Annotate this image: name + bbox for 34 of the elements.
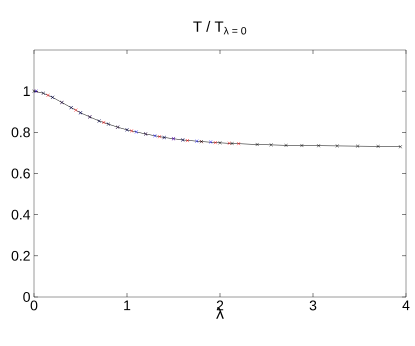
point [356,144,360,148]
y-tick-label: 0 [23,292,30,302]
point [102,120,106,124]
y-tick-label: 0.6 [12,168,30,178]
point [194,139,199,143]
point [255,142,260,146]
x-tick-label: 4 [402,300,410,310]
point [130,129,134,133]
y-tick-label: 1 [24,86,30,96]
x-tick-label: 1 [124,300,130,310]
point [218,141,222,145]
point [316,144,320,148]
y-tick-label: 0.4 [12,210,30,220]
point [74,108,78,112]
point [46,93,50,98]
point [186,138,190,142]
point [376,144,380,148]
point [230,142,234,146]
point [208,140,213,144]
chart-title: T / T$_{λ = 0}$ [193,20,246,35]
point [284,144,288,148]
y-tick-label: 0.2 [12,250,30,261]
x-tick-label: 0 [30,300,38,310]
point [134,130,138,134]
point [335,144,339,148]
point [228,141,232,146]
point [158,134,162,138]
y-tick-label: 0.8 [12,127,30,138]
point [153,134,157,138]
point [269,143,273,147]
point [236,142,240,146]
point [300,144,304,148]
point [214,140,218,144]
x-tick-label: 3 [310,300,316,310]
